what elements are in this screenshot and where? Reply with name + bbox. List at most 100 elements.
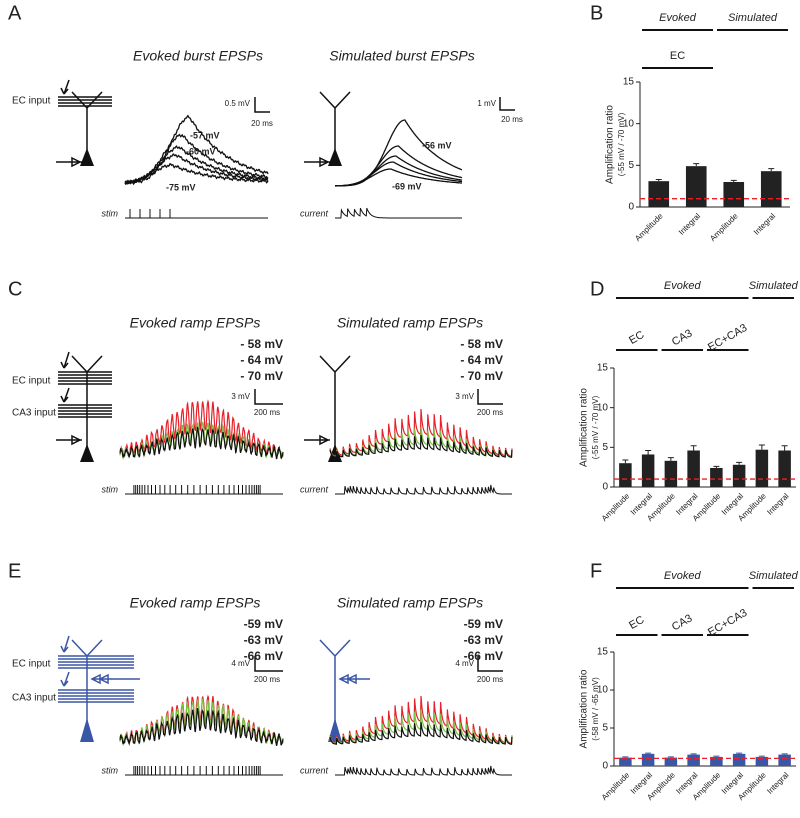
scale-label: 1 mV (477, 99, 496, 108)
scale-label: 3 mV (455, 392, 474, 401)
stim-label: stim (102, 208, 119, 218)
y-tick-label: 5 (602, 723, 608, 734)
error-bar (690, 445, 697, 451)
group-label: Simulated (749, 570, 799, 582)
error-bar (781, 445, 788, 451)
neuron-diagram (58, 635, 370, 740)
trace (335, 119, 463, 187)
y-tick-label: 15 (597, 647, 609, 658)
panel-letter: F (590, 560, 602, 582)
traces (119, 114, 513, 776)
y-tick-label: 15 (623, 77, 635, 88)
y-axis-label: (-58 mV / -65 mV) (591, 677, 600, 741)
scale-label: 200 ms (477, 675, 503, 684)
bar (755, 756, 769, 766)
legend-label: - 58 mV (240, 337, 283, 351)
error-bar (781, 753, 788, 755)
stim-label: current (300, 208, 329, 218)
legend-label: -63 mV (244, 633, 283, 647)
group-label: Evoked (664, 570, 702, 582)
scale-label: 20 ms (501, 115, 523, 124)
error-bar (768, 168, 775, 172)
legend-label: -59 mV (464, 617, 503, 631)
bar (619, 757, 632, 766)
error-bar (622, 459, 629, 464)
error-bar (758, 755, 765, 757)
legend-label: - 70 mV (460, 369, 503, 383)
x-tick-label: Amplitude (600, 770, 632, 802)
bar (664, 460, 678, 487)
scale-label: 3 mV (231, 392, 250, 401)
legend-label: -66 mV (464, 649, 503, 663)
trace-title: Evoked burst EPSPs (133, 48, 263, 64)
y-tick-label: 0 (602, 761, 608, 772)
x-tick-label: Amplitude (633, 211, 665, 243)
soma (80, 148, 342, 462)
bar-charts: 0 5 10 15 Amplification ratio (-55 mV / -70 m… (579, 12, 799, 802)
group-label: EC (627, 329, 646, 347)
panel-letter: E (8, 560, 21, 582)
trace-label: -69 mV (392, 181, 422, 191)
stim-label: current (300, 484, 329, 494)
legend-label: - 64 mV (240, 353, 283, 367)
error-bar (758, 444, 765, 450)
bar (732, 464, 746, 487)
neuron-diagram (56, 79, 351, 462)
trace (329, 408, 513, 458)
stim-label: current (300, 765, 329, 775)
scale-label: 0.5 mV (225, 99, 251, 108)
input-label: EC input (12, 96, 51, 107)
trace-title: Simulated ramp EPSPs (337, 595, 483, 611)
x-tick-label: Integral (752, 211, 777, 236)
group-label: EC (670, 50, 685, 62)
input-label: CA3 input (12, 693, 56, 704)
scale-label: 4 mV (231, 659, 250, 668)
current (335, 207, 462, 219)
trace-label: -75 mV (166, 182, 196, 192)
x-tick-label: Integral (765, 770, 790, 795)
y-tick-label: 5 (628, 160, 634, 171)
bar (664, 757, 678, 766)
panel-letter: D (590, 278, 604, 300)
stimulus (125, 209, 268, 219)
y-tick-label: 5 (602, 442, 608, 453)
group-label: Simulated (728, 12, 778, 24)
trace-title: Evoked ramp EPSPs (130, 315, 261, 331)
error-bar (645, 752, 652, 754)
scale-label: 20 ms (251, 119, 273, 128)
trace-title: Evoked ramp EPSPs (130, 595, 261, 611)
input-label: CA3 input (12, 408, 56, 419)
bar (778, 450, 791, 487)
scale-label: 200 ms (477, 408, 503, 417)
legend-label: -63 mV (464, 633, 503, 647)
trace (119, 707, 284, 747)
y-tick-label: 0 (602, 482, 608, 493)
group-label: Simulated (749, 280, 799, 292)
bar (641, 753, 655, 766)
y-axis-label: (-55 mV / -70 mV) (591, 395, 600, 459)
trace (335, 145, 463, 187)
trace-label: -57 mV (190, 130, 220, 140)
error-bar (736, 752, 743, 754)
legend-label: - 64 mV (460, 353, 503, 367)
bar (648, 181, 670, 207)
scale-label: 4 mV (455, 659, 474, 668)
scale-label: 200 ms (254, 675, 280, 684)
bar (619, 463, 632, 487)
y-tick-label: 10 (597, 685, 609, 696)
panel-letter: A (8, 2, 22, 24)
error-bar (667, 756, 674, 758)
bar (687, 450, 700, 487)
y-axis-label: Amplification ratio (605, 105, 616, 184)
error-bar (713, 755, 720, 757)
soma (80, 718, 342, 742)
x-tick-label: Integral (765, 491, 790, 516)
error-bar (655, 179, 662, 182)
input-label: EC input (12, 376, 51, 387)
trace-label: -56 mV (422, 140, 452, 150)
input-label: EC input (12, 659, 51, 670)
scale-label: 200 ms (254, 408, 280, 417)
x-tick-label: Amplitude (600, 491, 632, 523)
bar (710, 756, 723, 766)
